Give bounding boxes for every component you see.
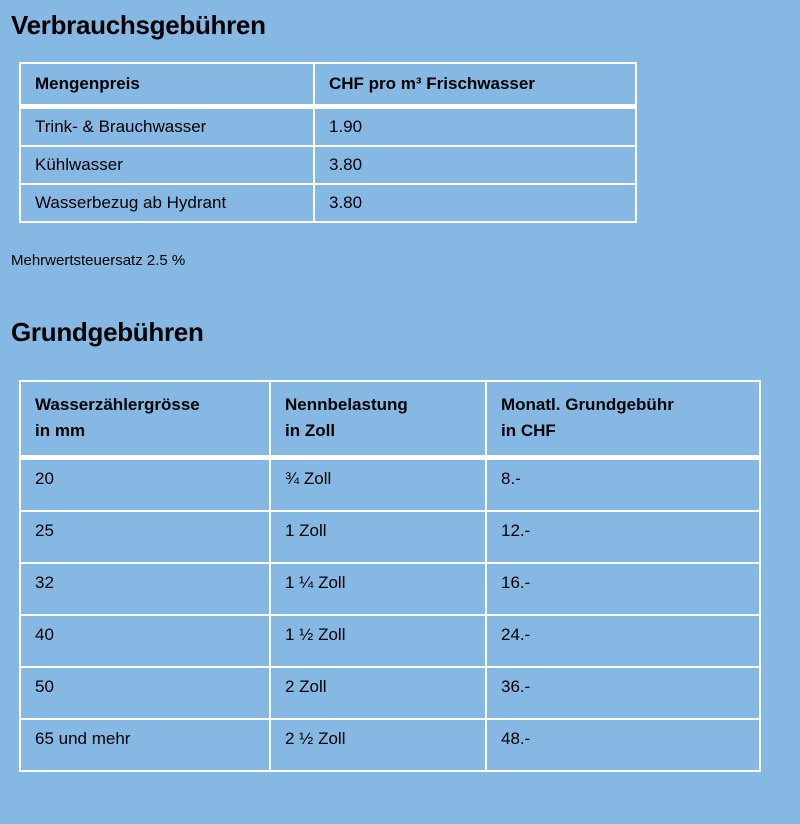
table-header-row: Wasserzählergrösse in mm Nennbelastung in … [19,380,761,460]
cell: Kühlwasser [19,145,315,185]
cell: 2 Zoll [269,666,487,720]
cell: 8.- [485,456,761,512]
cell: 50 [19,666,271,720]
column-header: CHF pro m³ Frischwasser [313,62,637,109]
cell: 65 und mehr [19,718,271,772]
cell: 3.80 [313,183,637,223]
cell: 3.80 [313,145,637,185]
vat-note: Mehrwertsteuersatz 2.5 % [11,252,186,269]
cell: 24.- [485,614,761,668]
cell: ¾ Zoll [269,456,487,512]
cell: 16.- [485,562,761,616]
table-row: Kühlwasser 3.80 [19,145,637,185]
column-header: Nennbelastung in Zoll [269,380,487,460]
header-line: Monatl. Grundgebühr [501,395,674,414]
header-line: Wasserzählergrösse [35,395,200,414]
cell: 1 Zoll [269,510,487,564]
cell: 1.90 [313,105,637,147]
table-row: 40 1 ½ Zoll 24.- [19,614,761,668]
cell: Wasserbezug ab Hydrant [19,183,315,223]
header-line: in Zoll [285,421,336,440]
cell: 12.- [485,510,761,564]
cell: 2 ½ Zoll [269,718,487,772]
table-row: Trink- & Brauchwasser 1.90 [19,105,637,147]
table-row: Wasserbezug ab Hydrant 3.80 [19,183,637,223]
table-row: 20 ¾ Zoll 8.- [19,456,761,512]
cell: 25 [19,510,271,564]
cell: 48.- [485,718,761,772]
table-row: 25 1 Zoll 12.- [19,510,761,564]
cell: 20 [19,456,271,512]
section-title-verbrauchsgebuehren: Verbrauchsgebühren [11,10,266,40]
header-line: in mm [35,421,86,440]
column-header: Mengenpreis [19,62,315,109]
header-line: in CHF [501,421,556,440]
cell: 1 ¼ Zoll [269,562,487,616]
column-header: Wasserzählergrösse in mm [19,380,271,460]
cell: Trink- & Brauchwasser [19,105,315,147]
cell: 40 [19,614,271,668]
header-line: Nennbelastung [285,395,408,414]
column-header: Monatl. Grundgebühr in CHF [485,380,761,460]
cell: 36.- [485,666,761,720]
section-title-grundgebuehren: Grundgebühren [11,317,204,347]
table-row: 50 2 Zoll 36.- [19,666,761,720]
table-row: 65 und mehr 2 ½ Zoll 48.- [19,718,761,772]
table-header-row: Mengenpreis CHF pro m³ Frischwasser [19,62,637,109]
table-row: 32 1 ¼ Zoll 16.- [19,562,761,616]
base-fees-table: Wasserzählergrösse in mm Nennbelastung in … [19,380,761,772]
cell: 1 ½ Zoll [269,614,487,668]
consumption-fees-table: Mengenpreis CHF pro m³ Frischwasser Trin… [19,62,637,223]
cell: 32 [19,562,271,616]
